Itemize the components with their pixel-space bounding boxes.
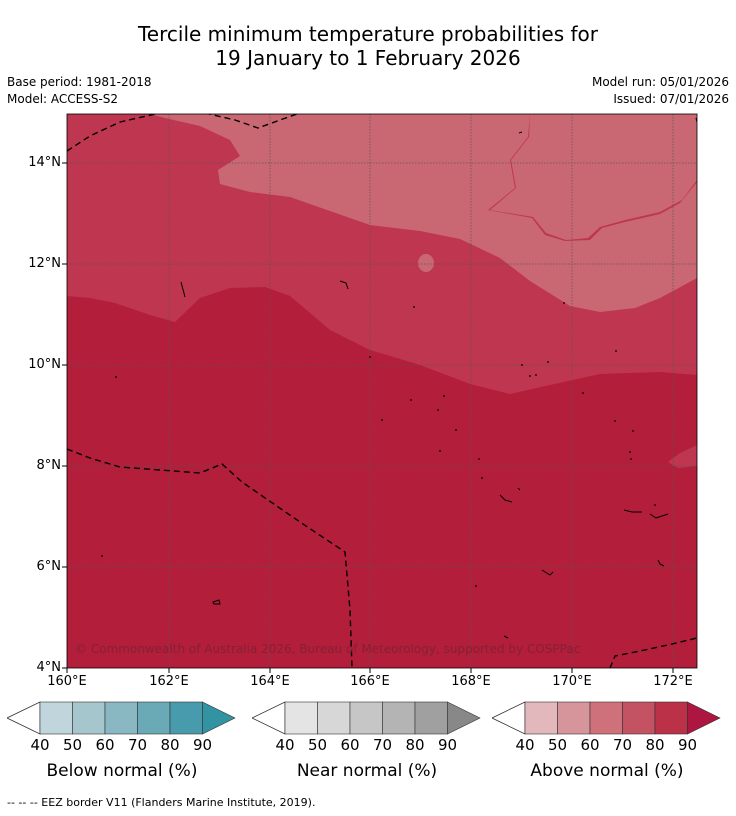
above-tick-40: 40 [515,736,535,754]
below-normal-title: Below normal (%) [46,761,198,781]
title-line-2: 19 January to 1 February 2026 [215,46,521,70]
lon-label-168e: 168°E [451,674,491,689]
below-tick-70: 70 [127,736,148,754]
axis-ticks [62,162,674,673]
colorbar-swatch-6 [447,701,481,735]
colorbar-swatch-6 [202,701,236,735]
above-normal-title: Above normal (%) [530,761,684,781]
colorbar-swatch-5 [654,701,688,735]
lon-label-172e: 172°E [653,674,693,689]
zone-above-80-east [668,445,697,468]
issued-date: Issued: 07/01/2026 [613,92,729,106]
lon-label-160e: 160°E [47,674,87,689]
below-normal-colorbar [7,701,236,735]
lon-label-164e: 164°E [250,674,290,689]
above-tick-80: 80 [645,736,665,754]
below-tick-40: 40 [30,736,50,754]
above-normal-colorbar [492,701,721,735]
near-normal-colorbar [252,701,481,735]
colorbar-swatch-5 [414,701,448,735]
above-normal-swatches [524,701,721,735]
near-tick-60: 60 [340,736,360,754]
eez-footnote: -- -- -- EEZ border V11 (Flanders Marine… [7,796,316,809]
title-line-1: Tercile minimum temperature probabilitie… [137,22,599,46]
graticule [67,114,697,668]
near-tick-90: 90 [437,736,458,754]
island-dots [101,302,656,587]
map-title: Tercile minimum temperature probabilitie… [0,22,736,70]
above-tick-70: 70 [612,736,633,754]
colorbar-swatch-2 [317,701,351,735]
colorbar-swatch-3 [349,701,383,735]
map-frame [66,113,698,669]
lon-label-166e: 166°E [350,674,390,689]
lat-label-6n: 6°N [36,559,62,574]
colorbar-swatch-3 [104,701,138,735]
colorbar-swatch-1 [524,701,558,735]
near-tick-80: 80 [405,736,425,754]
colorbar-swatch-2 [557,701,591,735]
lat-label-10n: 10°N [28,357,61,372]
below-tick-50: 50 [62,736,83,754]
lat-label-8n: 8°N [36,458,62,473]
map-panel: © Commonwealth of Australia 2026, Bureau… [62,113,698,673]
near-normal-swatches [284,701,481,735]
near-tick-50: 50 [307,736,328,754]
copyright-notice: © Commonwealth of Australia 2026, Bureau… [75,642,580,656]
colorbar-swatch-6 [687,701,721,735]
zone-above-70-spot [418,254,434,272]
lat-label-14n: 14°N [28,155,61,170]
model-run: Model run: 05/01/2026 [591,75,729,89]
near-tick-40: 40 [275,736,295,754]
colorbar-swatch-3 [589,701,623,735]
colorbar-swatch-1 [39,701,73,735]
colorbar-swatch-5 [169,701,203,735]
above-tick-90: 90 [677,736,698,754]
near-tick-70: 70 [372,736,393,754]
below-tick-80: 80 [160,736,180,754]
below-normal-swatches [39,701,236,735]
below-tick-60: 60 [95,736,115,754]
colorbar-swatch-4 [382,701,416,735]
above-tick-60: 60 [580,736,600,754]
below-tick-90: 90 [192,736,213,754]
eez-border-lines [67,114,697,668]
lat-label-12n: 12°N [28,256,61,271]
above-tick-50: 50 [547,736,568,754]
colorbar-swatch-2 [72,701,106,735]
zone-above-70-inner [490,114,697,240]
colorbar-swatch-4 [137,701,171,735]
lon-label-162e: 162°E [149,674,189,689]
lat-label-4n: 4°N [36,660,62,675]
base-period: Base period: 1981-2018 [7,75,152,89]
near-normal-title: Near normal (%) [296,761,438,781]
lon-label-170e: 170°E [552,674,592,689]
model-name: Model: ACCESS-S2 [7,92,119,106]
colorbar-swatch-4 [622,701,656,735]
meta-left: Base period: 1981-2018 Model: ACCESS-S2 [7,74,152,108]
colorbar-swatch-1 [284,701,318,735]
meta-right: Model run: 05/01/2026 Issued: 07/01/2026 [592,74,729,108]
